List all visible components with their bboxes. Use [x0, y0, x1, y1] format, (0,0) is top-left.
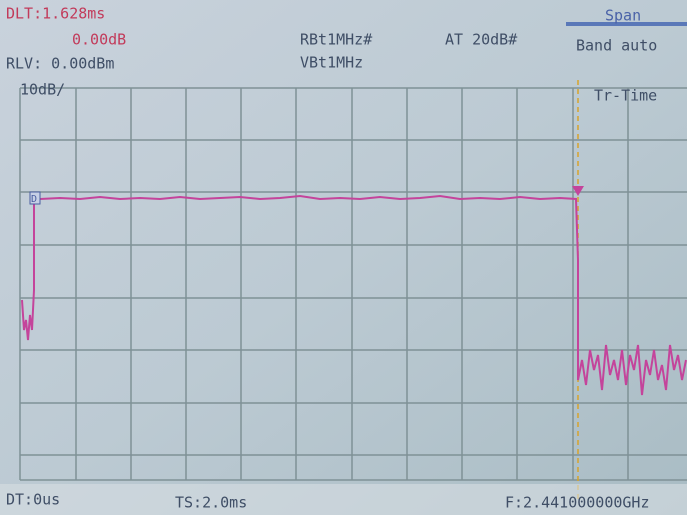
vbw: VBt1MHz [300, 54, 363, 72]
rbw: RBt1MHz# [300, 31, 372, 49]
status-bar [0, 484, 687, 515]
softkey[interactable]: Tr-Time [594, 87, 657, 105]
marker-box [29, 191, 41, 205]
attenuation: AT 20dB# [445, 31, 517, 49]
trace [21, 194, 687, 396]
delta-readout: DLT:1.628ms [6, 5, 105, 23]
scale: 10dB/ [20, 81, 65, 99]
menu-item[interactable]: Band auto [576, 37, 657, 55]
delay: DT:0us [6, 491, 60, 509]
marker-label: D [31, 194, 37, 205]
delta-level: 0.00dB [72, 31, 126, 49]
marker-triangle [572, 186, 584, 196]
menu-bar [566, 22, 687, 26]
frequency: F:2.441000000GHz [505, 494, 650, 512]
sweep-time: TS:2.0ms [175, 494, 247, 512]
ref-level: RLV: 0.00dBm [6, 55, 114, 73]
graticule [19, 87, 687, 481]
menu-title: Span [605, 7, 641, 25]
